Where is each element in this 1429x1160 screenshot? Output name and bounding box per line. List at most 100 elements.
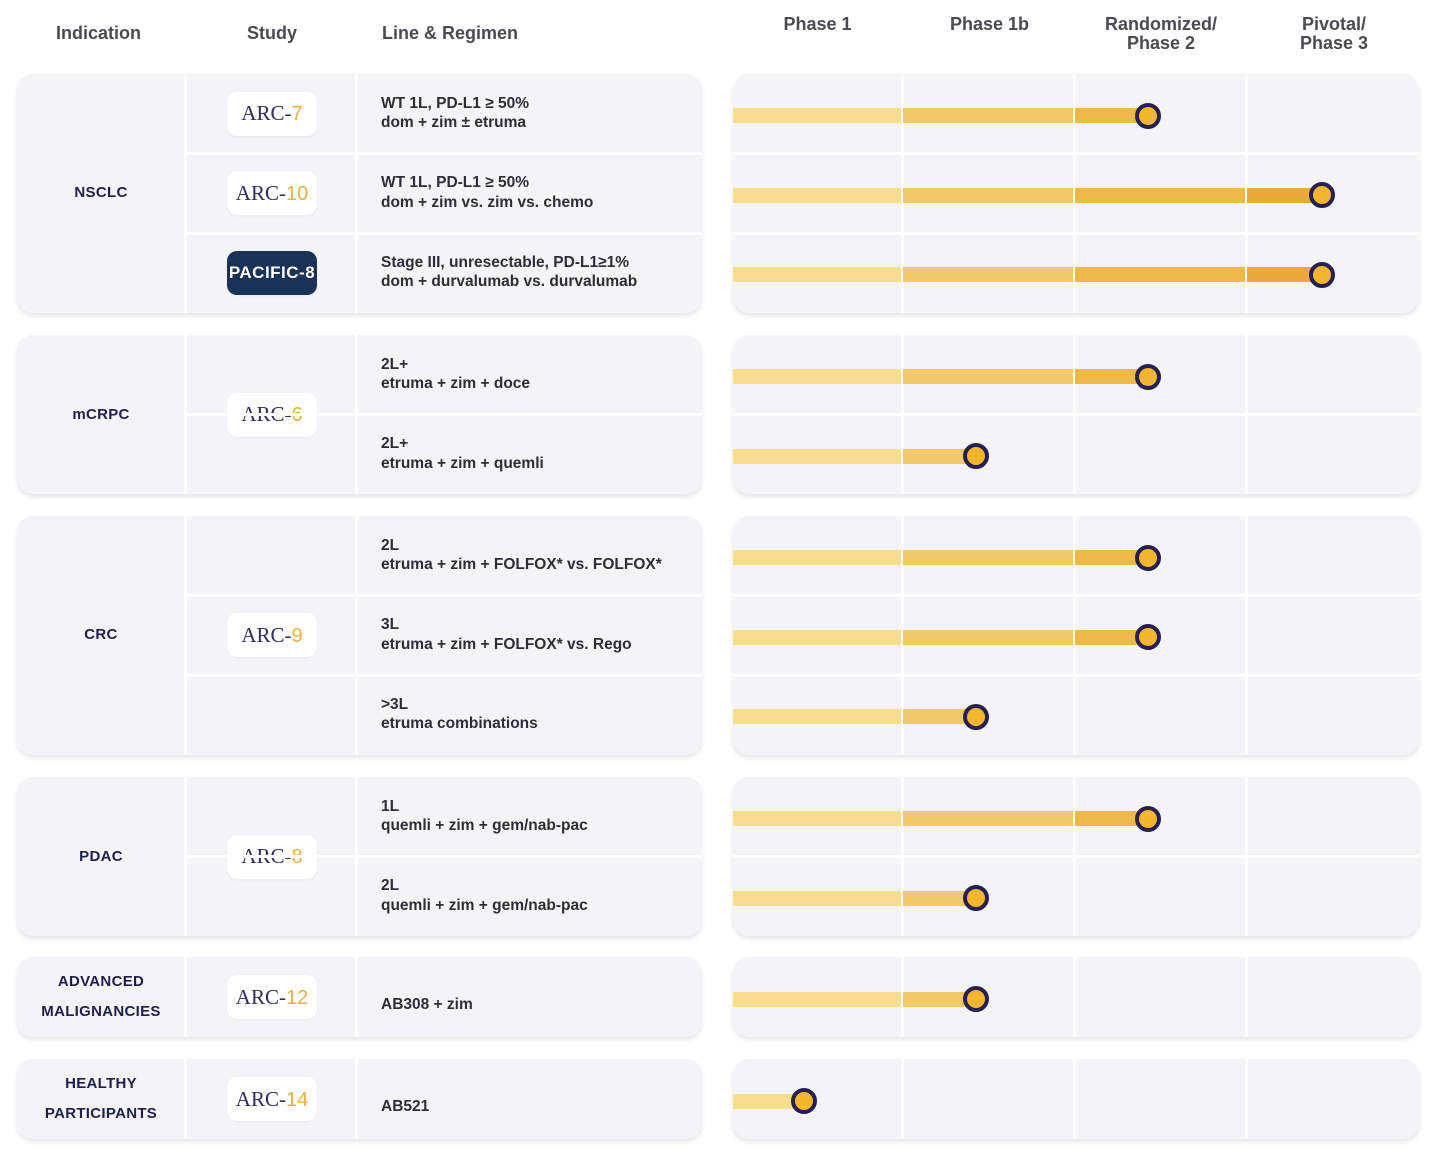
indication-label: CRC — [17, 516, 185, 755]
progress-bar-segment — [733, 448, 901, 464]
progress-bar-segment — [1247, 267, 1323, 283]
phase-marker-dot — [1134, 624, 1161, 651]
indication-line1: mCRPC — [72, 405, 130, 423]
regimen-combination: etruma + zim + doce — [381, 375, 531, 393]
study-logo-arc-9: ARC-9 — [227, 613, 317, 658]
column-divider — [184, 74, 187, 313]
progress-bar-segment — [1075, 629, 1148, 645]
progress-bar-segment — [903, 369, 1073, 385]
regimen-text: WT 1L, PD-L1 ≥ 50% dom + zim ± etruma — [381, 94, 529, 133]
progress-bar-segment — [1075, 187, 1245, 203]
phase-divider — [901, 957, 904, 1037]
progress-bar-segment — [733, 267, 901, 283]
indication-block: NSCLC ARC-7 ARC-10 PACIFIC-8 WT 1L, PD-L1 ≥ … — [17, 74, 702, 313]
regimen-line: 2L+ — [381, 355, 409, 373]
header-line-regimen: Line & Regimen — [382, 23, 519, 43]
phase-divider — [1245, 516, 1248, 755]
phase-divider — [901, 74, 904, 313]
progress-bar-segment — [733, 991, 901, 1007]
regimen-combination: etruma + zim + quemli — [381, 454, 544, 472]
progress-bar-segment — [903, 448, 976, 464]
phase-divider — [1073, 957, 1076, 1037]
header-phase-3-line2: Phase 3 — [1299, 33, 1369, 53]
column-divider — [184, 1059, 187, 1139]
study-prefix: ARC- — [235, 1086, 286, 1111]
header-phase-3-line1: Pivotal/ — [1301, 14, 1367, 34]
regimen-combination: quemli + zim + gem/nab-pac — [381, 817, 588, 835]
header-phase-3: Pivotal/ Phase 3 — [1280, 15, 1388, 53]
indication-line1: HEALTHY — [65, 1075, 137, 1092]
progress-bar-segment — [903, 811, 1073, 827]
regimen-text: 2L+ etruma + zim + doce — [381, 355, 530, 394]
column-divider — [184, 957, 187, 1037]
progress-bar-segment — [1075, 108, 1148, 124]
phase-divider — [1073, 1059, 1076, 1139]
row-divider — [186, 673, 702, 677]
progress-bar-segment — [1075, 811, 1148, 827]
regimen-text: AB521 — [381, 1097, 429, 1117]
phase-marker-dot — [962, 703, 989, 730]
regimen-text: Stage III, unresectable, PD-L1≥1% dom + d… — [381, 253, 637, 292]
row-divider — [186, 231, 702, 235]
phase-progress-block — [733, 74, 1419, 313]
regimen-line: 2L — [381, 877, 400, 895]
regimen-line: Stage III, unresectable, PD-L1≥1% — [381, 253, 629, 271]
study-prefix: ARC- — [241, 622, 292, 647]
study-logo-arc-10: ARC-10 — [227, 171, 317, 216]
regimen-text: WT 1L, PD-L1 ≥ 50% dom + zim vs. zim vs. … — [381, 173, 593, 212]
regimen-text: 1L quemli + zim + gem/nab-pac — [381, 797, 588, 836]
indication-text: mCRPC — [72, 400, 129, 430]
study-prefix: ARC- — [241, 101, 292, 126]
phase-progress-block — [733, 1059, 1419, 1139]
phase-marker-dot — [790, 1088, 817, 1114]
indication-label: mCRPC — [17, 335, 185, 494]
regimen-line: 1L — [381, 797, 400, 815]
regimen-text: AB308 + zim — [381, 995, 473, 1015]
column-divider — [184, 777, 187, 936]
phase-progress-block — [733, 777, 1419, 936]
regimen-line: >3L — [381, 695, 409, 713]
regimen-combination: dom + durvalumab vs. durvalumab — [381, 273, 638, 291]
row-divider — [733, 673, 1419, 677]
phase-marker-dot — [1134, 544, 1161, 571]
header-indication: Indication — [56, 23, 141, 43]
column-divider — [355, 516, 358, 755]
column-divider — [355, 1059, 358, 1139]
phase-divider — [1073, 74, 1076, 313]
phase-progress-block — [733, 516, 1419, 755]
phase-marker-dot — [962, 986, 989, 1012]
progress-bar-segment — [903, 629, 1073, 645]
indication-line1: CRC — [84, 626, 118, 644]
progress-bar-segment — [1247, 187, 1323, 203]
column-divider — [184, 335, 187, 494]
indication-line1: NSCLC — [74, 184, 128, 202]
regimen-line: 3L — [381, 616, 400, 634]
study-prefix: ARC- — [235, 984, 286, 1009]
study-name: ARC-12 — [236, 985, 308, 1010]
progress-bar-segment — [903, 550, 1073, 566]
indication-line2: PARTICIPANTS — [44, 1105, 158, 1122]
row-divider — [186, 152, 702, 155]
phase-divider — [901, 516, 904, 755]
indication-text: ADVANCED MALIGNANCIES — [41, 967, 160, 1027]
regimen-text: >3L etruma combinations — [381, 695, 538, 734]
indication-label: NSCLC — [17, 74, 185, 313]
study-number: 7 — [291, 103, 303, 126]
header-phase-1: Phase 1 — [783, 14, 852, 34]
phase-marker-dot — [1309, 261, 1336, 288]
indication-text: PDAC — [79, 842, 123, 872]
indication-line2: MALIGNANCIES — [41, 1003, 161, 1020]
header-phase-2-line1: Randomized/ — [1104, 14, 1217, 34]
progress-bar-segment — [733, 187, 901, 203]
study-prefix: ARC- — [235, 180, 286, 205]
regimen-combination: etruma combinations — [381, 715, 538, 733]
study-name: ARC-14 — [236, 1087, 308, 1112]
row-divider — [733, 413, 1419, 416]
phase-marker-dot — [1134, 805, 1161, 832]
phase-marker-dot — [1134, 102, 1161, 129]
progress-bar-segment — [733, 1093, 804, 1109]
phase-marker-dot — [1134, 363, 1161, 390]
column-divider — [355, 74, 358, 313]
phase-divider — [1073, 516, 1076, 755]
